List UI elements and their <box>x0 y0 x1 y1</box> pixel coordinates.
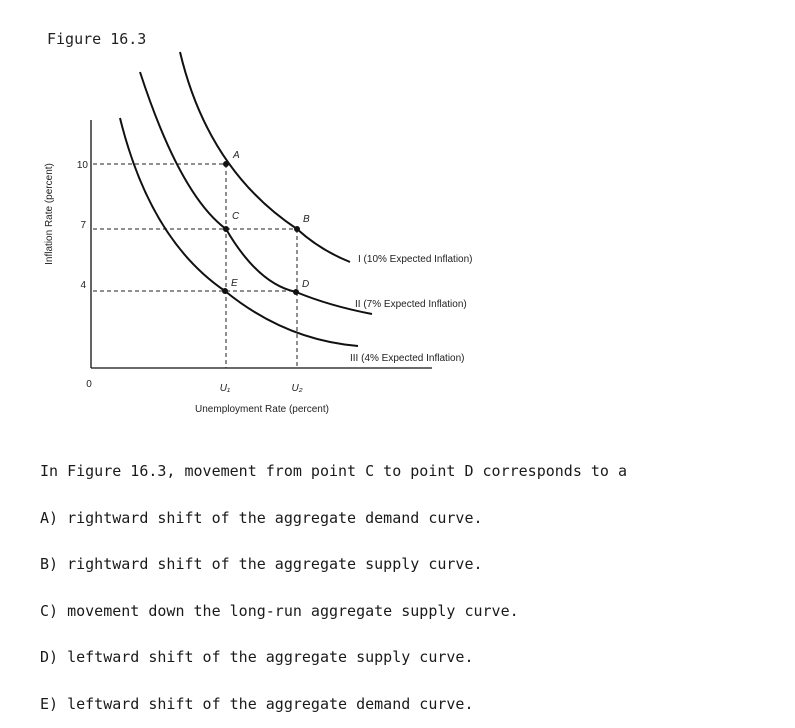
phillips-curve-chart: Inflation Rate (percent) Unemployment Ra… <box>44 51 473 415</box>
point-label: D <box>302 279 309 290</box>
y-tick-label: 10 <box>77 160 89 171</box>
answer-option-d: D) leftward shift of the aggregate suppl… <box>40 648 474 666</box>
point-e <box>222 288 228 294</box>
point-a <box>223 161 229 167</box>
curve-i <box>179 51 351 263</box>
point-label: C <box>232 211 240 222</box>
x-axis-label: Unemployment Rate (percent) <box>195 404 329 415</box>
y-axis-label: Inflation Rate (percent) <box>44 163 55 265</box>
point-b <box>294 226 300 232</box>
origin-label: 0 <box>86 379 92 390</box>
x-tick-label: U₂ <box>291 383 302 394</box>
y-tick-label: 4 <box>80 280 86 291</box>
x-tick-label: U₁ <box>220 383 230 394</box>
point-d <box>293 289 299 295</box>
figure-title: Figure 16.3 <box>47 30 147 48</box>
point-label: B <box>303 214 310 225</box>
point-label: E <box>231 278 238 289</box>
curve-label-iii: III (4% Expected Inflation) <box>350 353 465 364</box>
point-c <box>223 226 229 232</box>
answer-option-a: A) rightward shift of the aggregate dema… <box>40 508 483 527</box>
curve-label-ii: II (7% Expected Inflation) <box>355 299 467 310</box>
y-tick-label: 7 <box>80 220 86 231</box>
answer-option-e: E) leftward shift of the aggregate deman… <box>40 694 474 713</box>
curve-ii <box>139 71 373 315</box>
question-stem: In Figure 16.3, movement from point C to… <box>40 462 627 480</box>
answer-option-c: C) movement down the long-run aggregate … <box>40 601 519 620</box>
answer-option-b: B) rightward shift of the aggregate supp… <box>40 555 483 573</box>
point-label: A <box>232 150 240 161</box>
question-block: In Figure 16.3, movement from point C to… <box>40 433 780 728</box>
curve-label-i: I (10% Expected Inflation) <box>358 254 473 265</box>
